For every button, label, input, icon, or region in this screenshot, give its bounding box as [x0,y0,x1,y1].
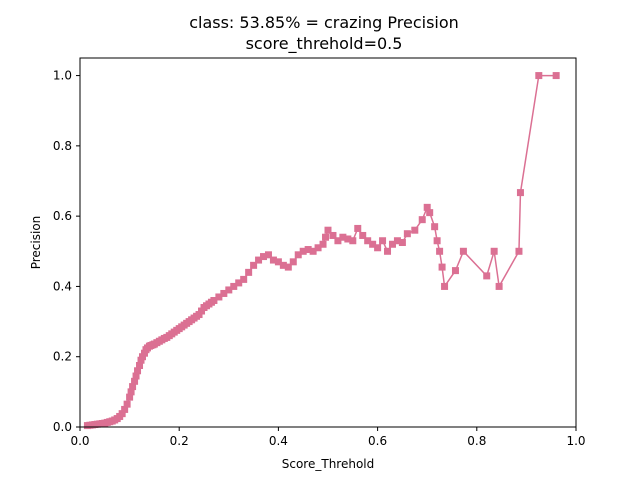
plot-area [83,72,560,430]
data-point-marker [134,367,142,375]
data-point-marker [359,231,367,239]
precision-series-line [87,74,557,427]
data-point-marker [304,246,312,254]
data-point-marker [433,237,441,245]
x-tick-label: 0.8 [467,434,486,448]
data-point-marker [198,307,206,315]
data-point-marker [379,237,387,245]
data-point-marker [552,72,560,80]
data-point-marker [230,282,238,290]
data-point-marker [137,356,145,364]
data-point-marker [354,224,362,232]
data-point-marker [250,261,258,269]
data-point-marker [369,240,377,248]
data-point-marker [131,377,139,385]
data-point-marker [210,296,218,304]
data-point-marker [139,353,146,361]
data-point-marker [294,251,302,259]
data-point-marker [451,267,459,275]
x-tick-label: 1.0 [566,434,585,448]
data-point-marker [516,189,524,197]
axis-ticks: 0.0 0.2 0.4 0.6 0.8 1.0 0.0 0.2 0.4 0.6 0.8 1.0 [53,69,586,448]
data-point-marker [334,237,342,245]
data-point-marker [339,233,347,241]
data-point-marker [388,240,396,248]
data-point-marker [235,279,243,287]
x-axis-label: Score_Threhold [282,457,375,471]
data-point-marker [483,272,491,280]
data-point-marker [436,247,444,255]
data-point-marker [349,237,357,245]
data-point-marker [309,247,317,255]
data-point-marker [132,372,140,380]
y-tick-label: 1.0 [53,69,72,83]
data-point-marker [260,253,268,261]
data-point-marker [322,233,330,241]
data-point-marker [393,237,401,245]
data-point-marker [299,247,307,255]
data-point-marker [431,223,439,231]
data-point-marker [411,226,419,234]
data-point-marker [255,256,263,264]
data-point-marker [215,293,223,301]
x-tick-label: 0.4 [269,434,288,448]
y-tick-label: 0.8 [53,139,72,153]
data-point-marker [269,256,277,264]
data-point-marker [324,226,332,234]
data-point-marker [127,388,135,396]
data-point-marker [284,263,292,271]
data-point-marker [140,349,148,357]
data-point-marker [423,203,431,211]
y-tick-label: 0.6 [53,209,72,223]
data-point-marker [438,263,446,271]
data-point-marker [426,209,434,217]
data-point-marker [495,282,503,290]
plot-frame [79,57,577,428]
data-point-marker [490,247,498,255]
chart-title: class: 53.85% = crazing Precision [189,13,459,32]
data-point-marker [398,239,406,246]
data-point-marker [274,258,282,266]
data-point-marker [123,400,131,408]
data-point-marker [314,244,322,252]
data-point-marker [535,72,543,80]
data-point-marker [240,275,248,283]
data-point-marker [225,286,233,294]
data-point-marker [129,383,137,391]
data-point-marker [515,247,523,255]
chart-subtitle: score_threhold=0.5 [246,34,403,54]
data-point-marker [329,231,337,239]
data-point-marker [364,237,372,245]
data-point-marker [136,362,144,369]
data-point-marker [418,216,426,224]
data-point-marker [118,410,126,418]
data-point-marker [264,251,272,259]
y-tick-label: 0.4 [53,279,72,293]
data-point-marker [374,244,382,252]
y-tick-label: 0.2 [53,350,72,364]
data-point-marker [126,393,134,401]
x-tick-label: 0.6 [368,434,387,448]
data-point-marker [319,240,327,248]
data-point-marker [195,311,203,319]
x-tick-label: 0.0 [70,434,89,448]
data-point-marker [289,258,297,266]
x-tick-label: 0.2 [170,434,189,448]
data-point-marker [384,247,392,255]
data-point-marker [344,235,352,243]
data-point-marker [245,268,253,276]
data-point-marker [459,247,467,255]
data-point-marker [403,230,411,238]
data-point-marker [441,282,449,290]
y-axis-label: Precision [29,216,43,270]
data-point-marker [279,261,287,269]
data-point-marker [220,289,228,297]
data-point-marker [121,405,129,413]
y-tick-label: 0.0 [53,420,72,434]
